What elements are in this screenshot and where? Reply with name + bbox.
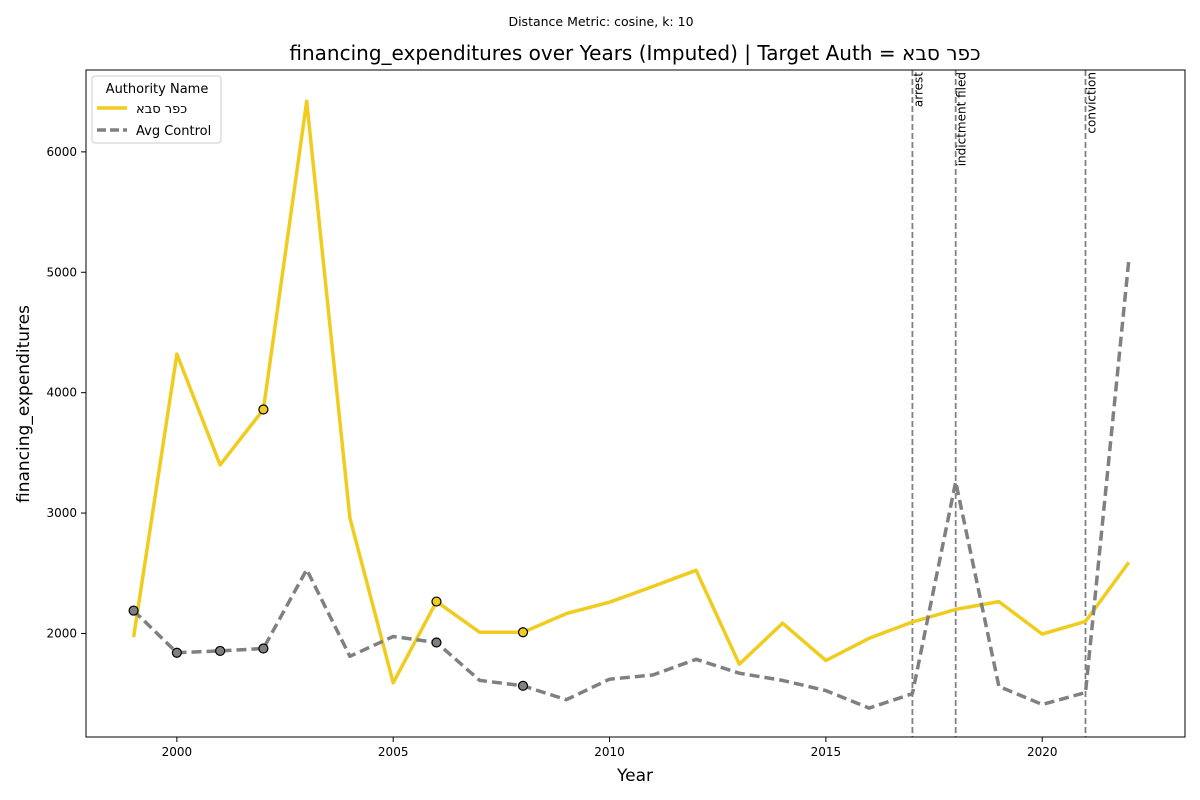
series-line-target — [131, 99, 1131, 685]
legend-label-target: כפר סבא — [136, 102, 187, 117]
y-tick-label: 3000 — [46, 506, 77, 520]
imputed-point-marker — [171, 647, 182, 658]
y-tick-label: 5000 — [46, 265, 77, 279]
imputed-point-marker — [431, 637, 442, 648]
x-tick-label: 2015 — [811, 745, 842, 759]
event-label: arrest — [911, 72, 925, 107]
series-line-control — [132, 260, 1131, 710]
y-axis-label: financing_expenditures — [14, 305, 34, 503]
x-tick-label: 2000 — [162, 745, 193, 759]
y-tick-label: 4000 — [46, 386, 77, 400]
chart-title: financing_expenditures over Years (Imput… — [289, 41, 980, 65]
imputed-point-marker — [517, 627, 529, 638]
imputed-point-marker — [431, 596, 442, 607]
legend-label-control: Avg Control — [136, 124, 211, 139]
imputed-point-marker — [258, 404, 269, 415]
plot-area-frame — [85, 69, 1186, 738]
imputed-point-marker — [258, 643, 269, 654]
legend: Authority Name כפר סבא Avg Control — [91, 75, 222, 144]
event-label: indictment filed — [955, 72, 969, 166]
x-tick-label: 2010 — [594, 745, 625, 759]
x-tick-label: 2020 — [1027, 745, 1058, 759]
imputed-point-marker — [215, 645, 226, 657]
y-tick-label: 6000 — [46, 145, 77, 159]
legend-box — [91, 75, 222, 144]
y-tick-label: 2000 — [46, 626, 77, 640]
x-axis-label: Year — [616, 766, 653, 786]
chart-suptitle: Distance Metric: cosine, k: 10 — [508, 14, 693, 29]
legend-title: Authority Name — [106, 82, 209, 97]
imputed-point-marker — [128, 605, 139, 616]
x-tick-label: 2005 — [378, 745, 409, 759]
imputed-point-marker — [517, 680, 529, 691]
event-label: conviction — [1084, 72, 1098, 134]
